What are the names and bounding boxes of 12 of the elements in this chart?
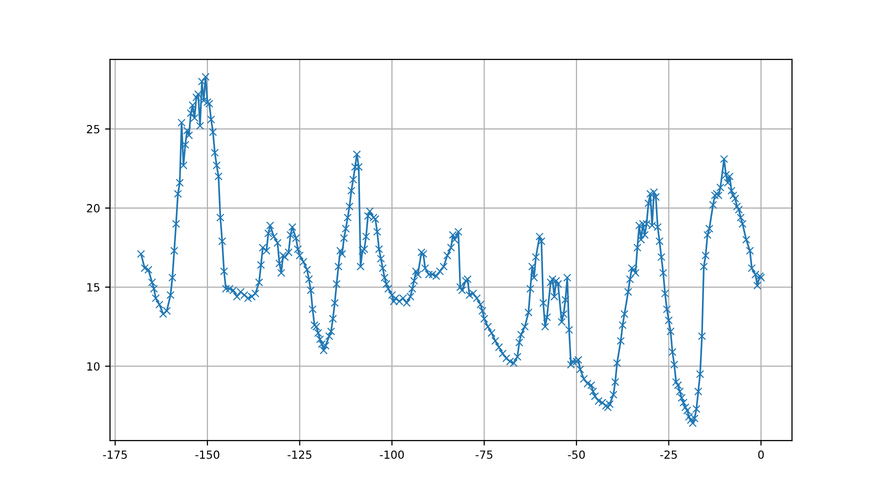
- y-tick-label: 25: [86, 124, 100, 134]
- x-tick-label: -125: [288, 450, 312, 459]
- y-tick-label: 15: [87, 283, 100, 292]
- x-tick-label: -150: [195, 450, 220, 459]
- x-tick-label: -100: [380, 450, 404, 459]
- x-tick-label: -25: [660, 450, 677, 459]
- x-tick-label: -75: [476, 450, 492, 459]
- y-tick-label: 10: [87, 362, 100, 371]
- x-tick-label: -50: [568, 450, 585, 459]
- x-tick-label: 0: [758, 450, 764, 459]
- y-tick-label: 20: [86, 204, 100, 212]
- x-tick-label: -175: [103, 450, 127, 459]
